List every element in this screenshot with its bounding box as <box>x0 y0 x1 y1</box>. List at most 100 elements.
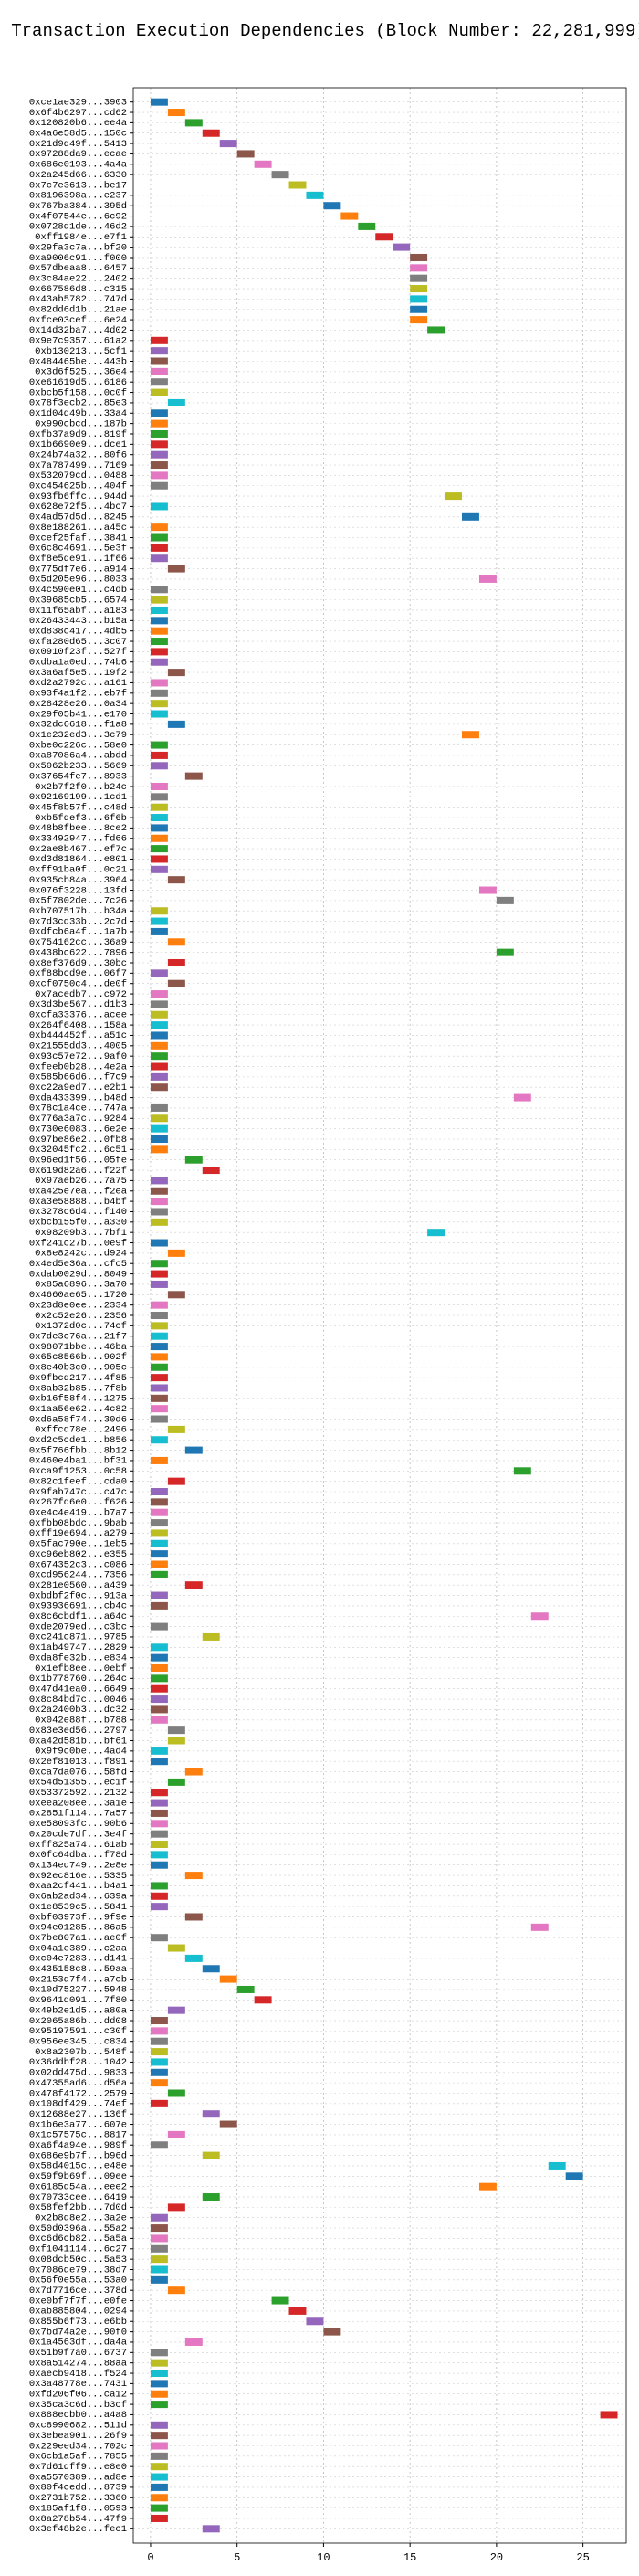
bar <box>184 772 203 780</box>
y-tick-label: 0xfa280d65...3c07 <box>29 637 127 648</box>
y-tick-label: 0x08dcb50c...5a53 <box>29 2254 127 2265</box>
bar <box>150 2380 168 2388</box>
y-tick-label: 0x32045fc2...6c51 <box>29 1145 127 1156</box>
y-tick-label: 0xf241c27b...0e9f <box>29 1238 127 1249</box>
bar <box>184 1913 203 1921</box>
y-tick-label: 0xce1ae329...3903 <box>29 97 127 108</box>
bar <box>150 1394 168 1402</box>
y-tick-label: 0x8a2307b...548f <box>35 2047 127 2058</box>
bar <box>150 336 168 344</box>
bar <box>150 2275 168 2284</box>
y-tick-label: 0x686e9b7f...b96d <box>29 2150 127 2161</box>
bar <box>202 2151 220 2159</box>
y-tick-label: 0x7c7e3613...be17 <box>29 180 127 191</box>
y-tick-label: 0x96ed1f56...05fe <box>29 1155 127 1166</box>
bar <box>323 2328 341 2336</box>
y-tick-label: 0x042e88f...b788 <box>35 1716 127 1726</box>
bar <box>150 419 168 428</box>
bar <box>150 1041 168 1050</box>
y-tick-label: 0xb707517b...b34a <box>29 906 127 917</box>
bar <box>496 948 514 956</box>
bar <box>167 565 185 573</box>
y-tick-label: 0x33492947...fd66 <box>29 834 127 845</box>
bar <box>150 586 168 594</box>
y-tick-label: 0x6c8c4691...5e3f <box>29 544 127 554</box>
bar <box>150 1684 168 1693</box>
bar <box>150 450 168 459</box>
y-tick-label: 0x78f3ecb2...85e3 <box>29 398 127 409</box>
y-tick-label: 0x6f4b6297...cd62 <box>29 108 127 119</box>
y-tick-label: 0xbcb5f158...0c0f <box>29 387 127 398</box>
bar <box>271 2296 289 2305</box>
bar <box>150 98 168 106</box>
y-tick-label: 0x264f6408...158a <box>29 1020 127 1031</box>
y-tick-label: 0x855b6f73...e6bb <box>29 2317 127 2328</box>
y-tick-label: 0xfbb08bdc...9bab <box>29 1518 127 1529</box>
y-tick-label: 0xc8990682...511d <box>29 2421 127 2432</box>
y-tick-label: 0x8e40b3c0...905c <box>29 1363 127 1374</box>
y-tick-label: 0x53372592...2132 <box>29 1788 127 1799</box>
y-tick-label: 0x51b9f7a0...6737 <box>29 2348 127 2359</box>
y-tick-label: 0xa425e7ea...f2ea <box>29 1187 127 1198</box>
y-tick-label: 0x8a514274...88aa <box>29 2358 127 2369</box>
bar <box>150 2244 168 2253</box>
bar <box>150 357 168 365</box>
y-tick-label: 0x1b6e3a77...607e <box>29 2119 127 2130</box>
bar <box>150 1539 168 1547</box>
y-tick-label: 0x4660ae65...1720 <box>29 1290 127 1301</box>
bar <box>358 222 376 230</box>
bar <box>150 845 168 853</box>
bar <box>150 1456 168 1464</box>
bar <box>254 1996 272 2004</box>
bar <box>202 129 220 137</box>
bar <box>202 2193 220 2201</box>
bar <box>150 502 168 511</box>
bar <box>167 1249 185 1257</box>
bar <box>150 1643 168 1652</box>
y-tick-label: 0x460e4ba1...bf31 <box>29 1456 127 1467</box>
y-tick-label: 0x4f07544e...6c92 <box>29 211 127 222</box>
y-tick-label: 0x5062b233...5669 <box>29 761 127 772</box>
y-tick-label: 0xe58093fc...90b6 <box>29 1819 127 1830</box>
bar <box>478 2182 497 2191</box>
bar <box>150 907 168 915</box>
y-tick-label: 0x767ba384...395d <box>29 201 127 212</box>
y-tick-label: 0x674352c3...c086 <box>29 1559 127 1570</box>
bar <box>150 1892 168 1900</box>
bar <box>150 917 168 925</box>
y-tick-label: 0x58fef2bb...7d0d <box>29 2202 127 2213</box>
bar <box>150 1187 168 1195</box>
y-tick-label: 0xb16f58f4...1275 <box>29 1394 127 1405</box>
y-tick-label: 0x49b2e1d5...a80a <box>29 2005 127 2016</box>
y-tick-label: 0x2153d7f4...a7cb <box>29 1974 127 1985</box>
y-tick-label: 0x59f9b69f...09ee <box>29 2171 127 2182</box>
bar <box>478 575 497 583</box>
y-tick-label: 0x58d4015c...e48e <box>29 2161 127 2172</box>
bar <box>530 1612 549 1621</box>
bar <box>167 2130 185 2138</box>
y-tick-label: 0x076f3228...13fd <box>29 885 127 896</box>
y-tick-label: 0x532079cd...0488 <box>29 470 127 481</box>
bar <box>150 1674 168 1683</box>
bar <box>167 876 185 884</box>
bar <box>150 658 168 666</box>
y-tick-label: 0x7acedb7...c972 <box>35 989 127 1000</box>
y-tick-label: 0xff19e694...a279 <box>29 1528 127 1539</box>
bar <box>306 191 324 199</box>
y-tick-label: 0xca9f1253...0c58 <box>29 1466 127 1477</box>
bar <box>150 1135 168 1143</box>
bar <box>150 429 168 438</box>
y-tick-label: 0x2c52e26...2356 <box>35 1311 127 1322</box>
x-tick-label: 15 <box>403 2551 416 2564</box>
bar <box>150 2234 168 2243</box>
bar <box>167 1737 185 1745</box>
bar <box>184 2338 203 2346</box>
y-tick-label: 0xa9006c91...f000 <box>29 253 127 264</box>
bar <box>150 1799 168 1807</box>
y-tick-label: 0x02dd475d...9833 <box>29 2068 127 2079</box>
y-tick-label: 0x8e8242c...d924 <box>35 1249 127 1260</box>
bar <box>150 1270 168 1278</box>
y-tick-label: 0x628e72f5...4bc7 <box>29 501 127 512</box>
y-tick-label: 0x93fb6ffc...944d <box>29 491 127 502</box>
bar <box>167 1477 185 1485</box>
